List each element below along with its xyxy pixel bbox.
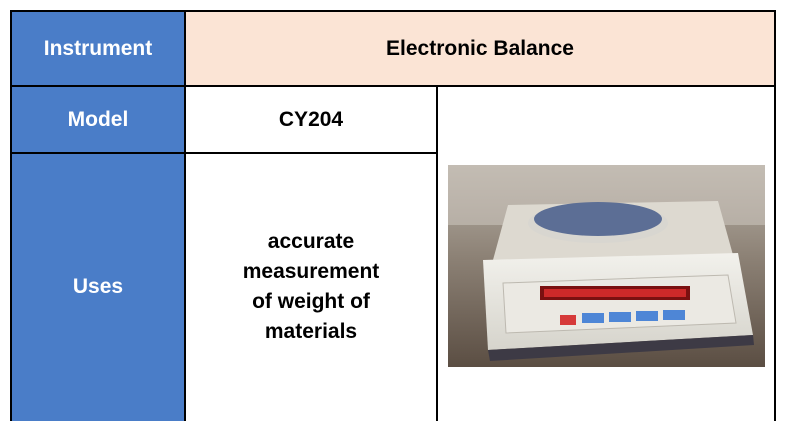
border [10, 85, 776, 87]
model-value: CY204 [278, 107, 344, 131]
uses-label: Uses [72, 275, 124, 298]
model-value-cell: CY204 [185, 86, 437, 153]
border [184, 10, 186, 421]
balance-photo [448, 165, 765, 367]
border [436, 86, 438, 421]
uses-value-cell: accurate measurement of weight of materi… [185, 153, 437, 421]
uses-value: accurate measurement of weight of materi… [242, 230, 380, 343]
model-label: Model [67, 107, 129, 131]
uses-label-cell: Uses [11, 153, 185, 421]
header-value-cell: Electronic Balance [185, 11, 775, 86]
border [774, 10, 776, 421]
instrument-value: Electronic Balance [386, 36, 574, 60]
instrument-label: Instrument [43, 36, 153, 60]
model-label-cell: Model [11, 86, 185, 153]
header-label-cell: Instrument [11, 11, 185, 86]
border [10, 152, 437, 154]
border [10, 10, 12, 421]
border [10, 10, 776, 12]
